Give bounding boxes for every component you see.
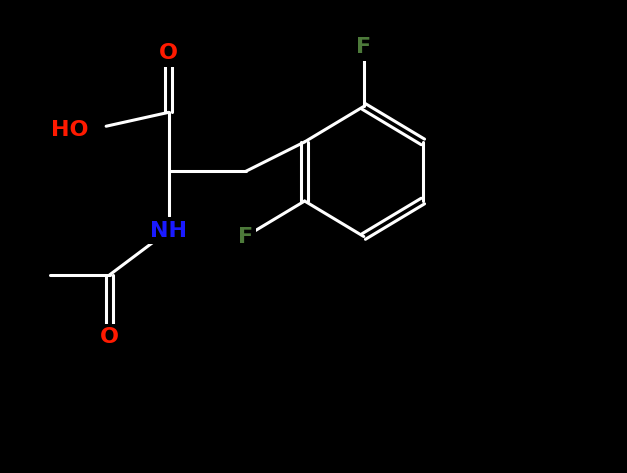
Text: F: F — [238, 227, 253, 246]
Text: NH: NH — [150, 220, 187, 241]
Text: F: F — [356, 37, 371, 57]
Text: O: O — [100, 327, 119, 347]
Text: O: O — [159, 43, 178, 63]
Text: HO: HO — [51, 120, 89, 140]
